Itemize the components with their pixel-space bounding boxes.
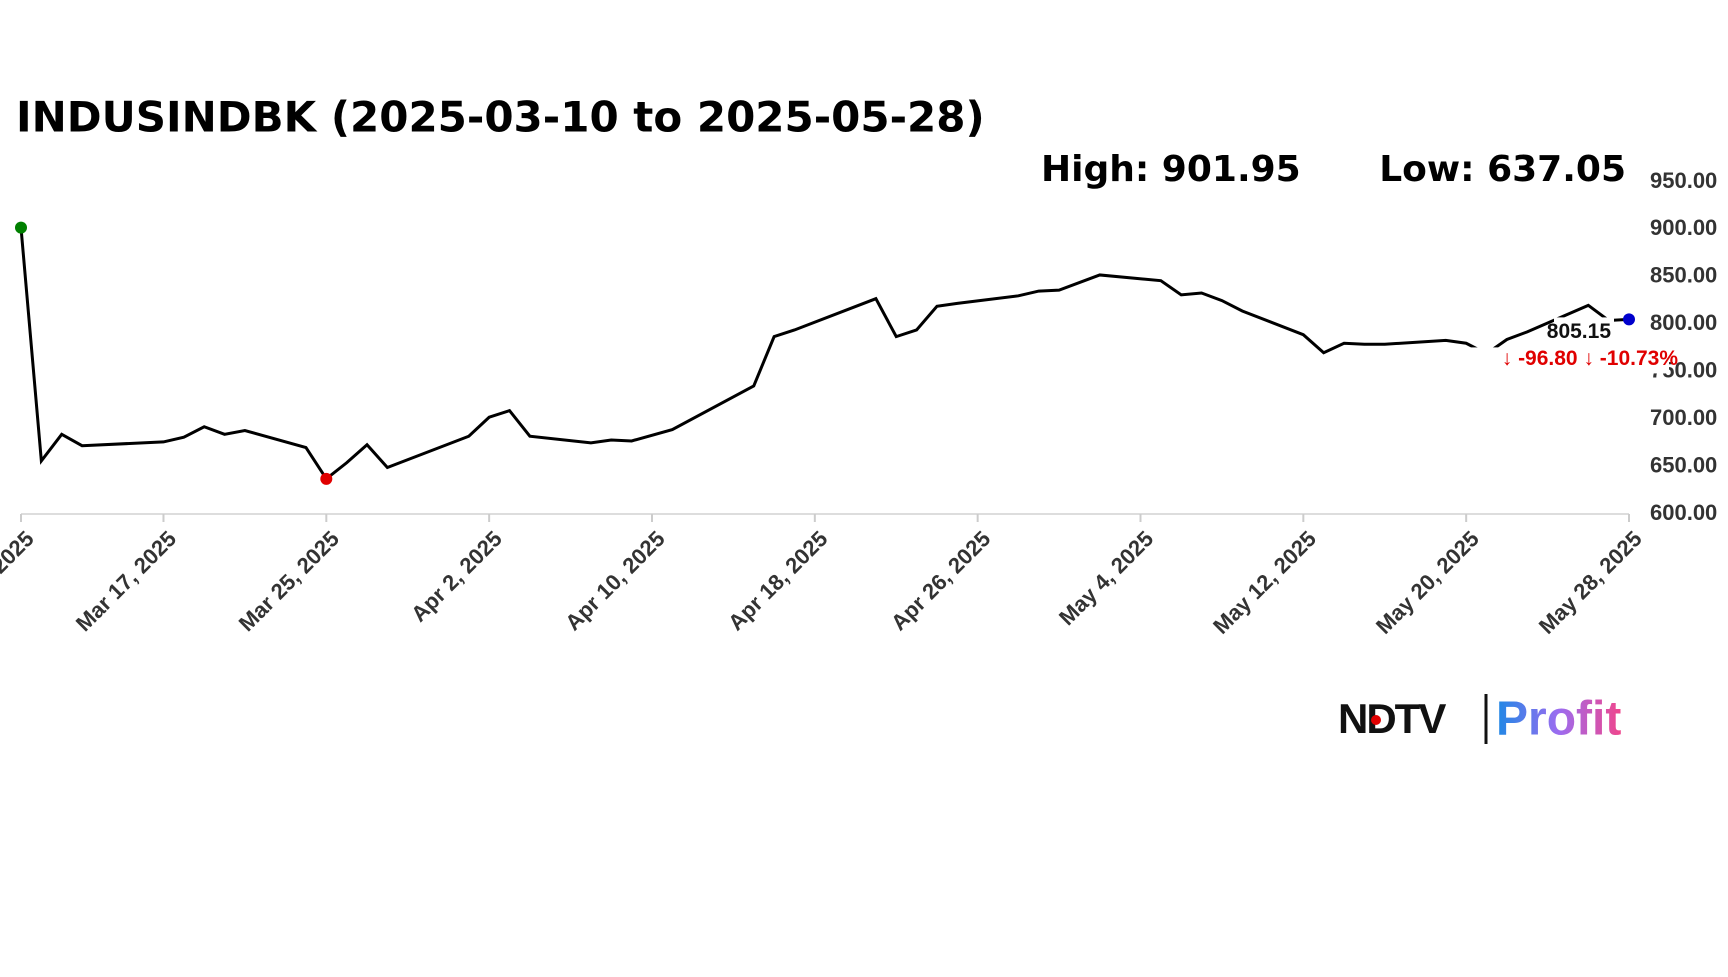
x-tick-label: May 12, 2025 (1208, 526, 1321, 639)
logo-dot (1371, 715, 1381, 725)
y-tick-label: 600.00 (1650, 500, 1717, 525)
y-tick-label: 850.00 (1650, 263, 1717, 288)
x-tick-label: May 20, 2025 (1371, 526, 1484, 639)
y-tick-label: 700.00 (1650, 405, 1717, 430)
x-tick-label: Apr 10, 2025 (560, 526, 669, 635)
x-tick-label: Apr 2, 2025 (406, 526, 507, 627)
x-tick-label: May 4, 2025 (1054, 526, 1158, 630)
logo-brand: NDTV (1338, 695, 1446, 742)
y-tick-label: 950.00 (1650, 168, 1717, 193)
x-tick-label: Apr 26, 2025 (886, 526, 995, 635)
y-tick-label: 650.00 (1650, 452, 1717, 477)
chart-title: INDUSINDBK (2025-03-10 to 2025-05-28) (16, 93, 985, 142)
y-tick-label: 800.00 (1650, 310, 1717, 335)
change-label-bg (1469, 347, 1669, 374)
logo-product: Profit (1496, 693, 1621, 746)
high-marker (15, 221, 27, 234)
x-tick-label: Mar 25, 2025 (234, 526, 344, 636)
last-label-bg (1554, 317, 1614, 346)
logo: NDTV Profit (1338, 693, 1621, 746)
change-label: ↓ -96.80 ↓ -10.73% (1502, 347, 1679, 370)
x-tick-label: Mar 17, 2025 (71, 526, 181, 636)
x-tick-label: May 28, 2025 (1534, 526, 1647, 639)
high-label: High: 901.95 (1041, 149, 1301, 190)
x-tick-label: Apr 18, 2025 (723, 526, 832, 635)
price-line (19, 227, 1630, 482)
x-tick-label: Mar 10, 2025 (0, 526, 39, 636)
low-label: Low: 637.05 (1379, 149, 1626, 190)
last-marker (1623, 313, 1635, 326)
y-tick-label: 900.00 (1650, 215, 1717, 240)
last-label: 805.15 (1547, 320, 1612, 343)
low-marker (320, 472, 333, 485)
